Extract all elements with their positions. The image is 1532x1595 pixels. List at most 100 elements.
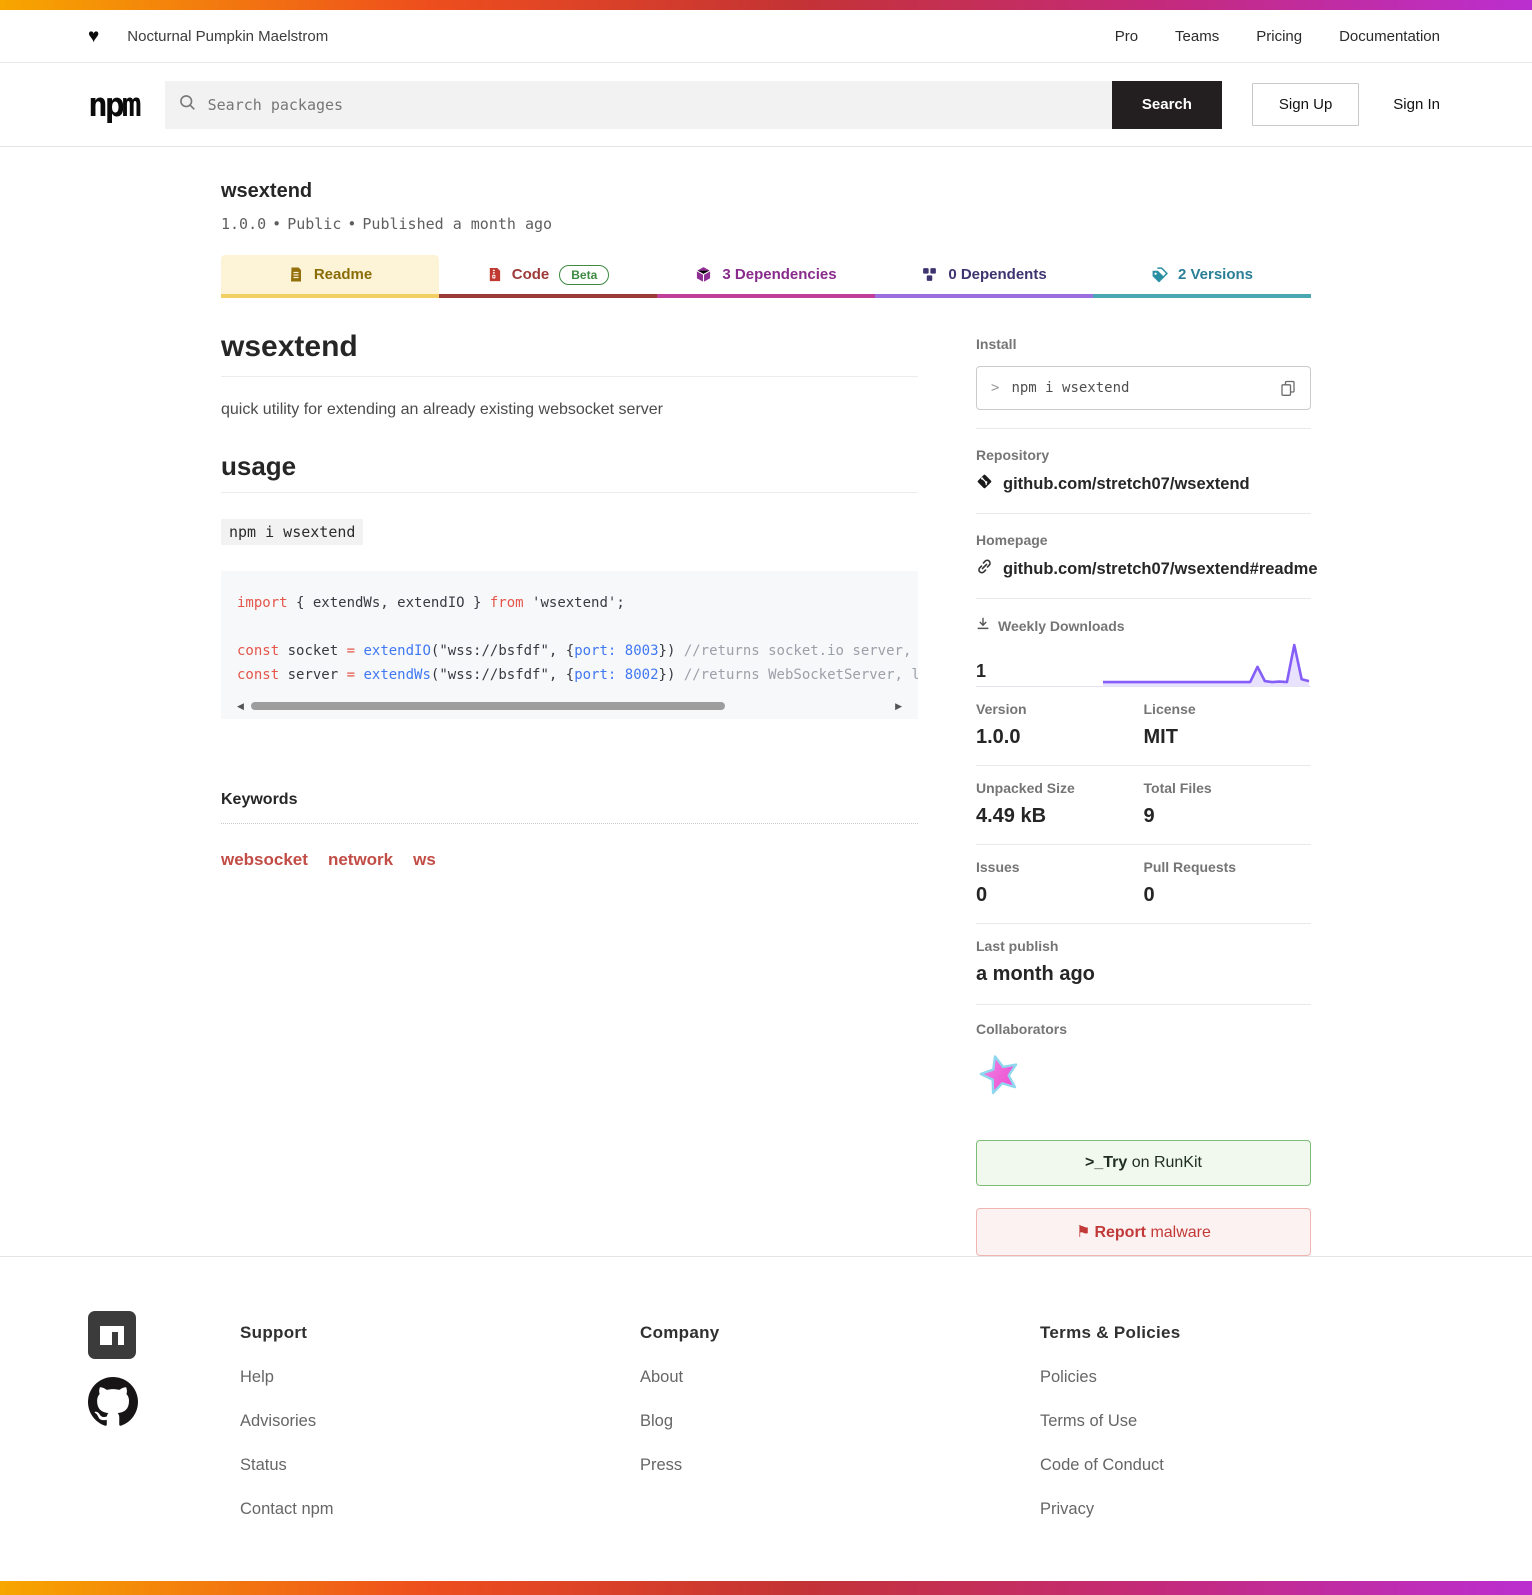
package-header: wsextend 1.0.0 • Public • Published a month … (221, 147, 1311, 233)
code-scrollbar[interactable]: ◀ ▶ (237, 699, 902, 713)
stat-license: License MIT (1143, 701, 1196, 748)
search-button[interactable]: Search (1111, 80, 1222, 129)
footer-link[interactable]: Advisories (240, 1412, 317, 1430)
sidebar: Install > npm i wsextend Repository gith… (976, 322, 1318, 1256)
stat-issues: Issues 0 (976, 859, 1020, 906)
nav-link-teams[interactable]: Teams (1175, 27, 1220, 45)
footer-column: Support Help Advisories Status Contact npm (240, 1311, 640, 1519)
repository-label: Repository (976, 447, 1050, 463)
banner-nav: Pro Teams Pricing Documentation (1115, 28, 1440, 45)
readme-description: quick utility for extending an already e… (221, 401, 663, 418)
code-line: const socket = extendIO("wss://bsfdf", {… (237, 643, 918, 659)
report-malware-button[interactable]: ⚑ Report malware (976, 1208, 1311, 1256)
keywords-list: websocket network ws (221, 850, 918, 870)
install-label: Install (976, 336, 1017, 352)
version-license-row: Version 1.0.0 License MIT (976, 687, 1311, 766)
org-name: Nocturnal Pumpkin Maelstrom (127, 27, 329, 45)
nav-link-pro[interactable]: Pro (1114, 27, 1139, 45)
search-box (164, 80, 1112, 129)
size-files-row: Unpacked Size 4.49 kB Total Files 9 (976, 766, 1311, 845)
readme-file-icon (288, 266, 304, 283)
code-file-icon (487, 266, 502, 283)
homepage-label: Homepage (976, 532, 1048, 548)
last-publish-row: Last publish a month ago (976, 924, 1311, 1005)
downloads-sparkline (1103, 643, 1310, 686)
package-meta: 1.0.0 • Public • Published a month ago (221, 215, 553, 233)
scrollbar-track[interactable] (249, 702, 890, 710)
package-visibility: Public (287, 215, 342, 233)
copy-button[interactable] (1280, 380, 1296, 396)
code-line: const server = extendWs("wss://bsfdf", {… (237, 667, 918, 683)
weekly-downloads-label: Weekly Downloads (976, 617, 1311, 634)
package-title: wsextend (221, 180, 313, 202)
try-on-runkit-button[interactable]: >_Try on RunKit (976, 1140, 1311, 1186)
flag-icon: ⚑ (1076, 1224, 1091, 1241)
footer-logos (88, 1311, 240, 1519)
footer-link[interactable]: Policies (1040, 1368, 1097, 1386)
package-published: Published a month ago (362, 215, 553, 233)
sign-in-link[interactable]: Sign In (1393, 96, 1440, 113)
git-icon (976, 473, 993, 495)
footer-link[interactable]: Privacy (1040, 1500, 1095, 1518)
keyword-link[interactable]: network (327, 850, 394, 869)
cube-icon (695, 266, 712, 283)
scroll-left-icon[interactable]: ◀ (237, 700, 244, 711)
search-input[interactable] (207, 95, 1098, 114)
bottom-gradient-bar (0, 1581, 1532, 1595)
nav-link-documentation[interactable]: Documentation (1339, 27, 1440, 45)
stat-pull-requests: Pull Requests 0 (1143, 859, 1237, 906)
sign-up-button[interactable]: Sign Up (1251, 83, 1360, 126)
npm-logo[interactable]: npm (88, 85, 142, 124)
scroll-right-icon[interactable]: ▶ (895, 700, 902, 711)
readme-title: wsextend (221, 330, 918, 377)
collaborator-avatar[interactable] (976, 1051, 1024, 1104)
code-block: import { extendWs, extendIO } from 'wsex… (221, 571, 918, 719)
page-footer: Support Help Advisories Status Contact npm Co… (0, 1256, 1532, 1581)
repository-link[interactable]: github.com/stretch07/wsextend (976, 473, 1311, 495)
collaborators-section: Collaborators (976, 1005, 1311, 1110)
github-logo[interactable] (88, 1377, 240, 1427)
keywords-section: Keywords websocket network ws (221, 791, 918, 870)
npm-footer-logo[interactable] (88, 1311, 240, 1359)
code-line: import { extendWs, extendIO } from 'wsex… (237, 595, 625, 611)
install-command-box[interactable]: > npm i wsextend (976, 366, 1311, 410)
footer-link[interactable]: Press (640, 1456, 683, 1474)
footer-link[interactable]: About (640, 1368, 684, 1386)
stat-total-files: Total Files 9 (1143, 780, 1212, 827)
org-banner: ♥ Nocturnal Pumpkin Maelstrom Pro Teams … (0, 10, 1532, 63)
tab-versions[interactable]: 2 Versions (1093, 255, 1311, 298)
footer-column-heading: Company (640, 1323, 720, 1342)
stat-version: Version 1.0.0 (976, 701, 1027, 748)
prompt-icon: > (991, 380, 1000, 396)
footer-link[interactable]: Help (240, 1368, 274, 1386)
footer-link[interactable]: Status (240, 1456, 287, 1474)
tab-readme[interactable]: Readme (221, 255, 439, 298)
scrollbar-thumb[interactable] (250, 702, 726, 710)
package-version: 1.0.0 (221, 215, 267, 233)
footer-column-heading: Support (240, 1323, 308, 1342)
search-icon (179, 94, 196, 116)
link-icon (976, 558, 993, 580)
tab-label: 3 Dependencies (722, 266, 837, 283)
tab-code[interactable]: Code Beta (439, 255, 657, 298)
footer-link[interactable]: Code of Conduct (1040, 1456, 1164, 1474)
tab-dependencies[interactable]: 3 Dependencies (657, 255, 875, 298)
tab-dependents[interactable]: 0 Dependents (875, 255, 1093, 298)
install-snippet: npm i wsextend (221, 519, 364, 545)
readme-content: wsextend quick utility for extending an … (221, 322, 918, 1256)
footer-link[interactable]: Contact npm (240, 1500, 334, 1518)
tab-label: 2 Versions (1177, 266, 1254, 283)
nav-link-pricing[interactable]: Pricing (1256, 27, 1303, 45)
footer-column: Company About Blog Press (640, 1311, 1040, 1519)
footer-link[interactable]: Blog (640, 1412, 674, 1430)
keyword-link[interactable]: ws (413, 850, 436, 869)
beta-badge: Beta (559, 264, 610, 285)
footer-column-heading: Terms & Policies (1040, 1323, 1181, 1342)
homepage-link[interactable]: github.com/stretch07/wsextend#readme (976, 558, 1318, 580)
footer-link[interactable]: Terms of Use (1040, 1412, 1138, 1430)
tab-label: Readme (313, 266, 373, 283)
keywords-heading: Keywords (221, 791, 918, 824)
keyword-link[interactable]: websocket (221, 850, 308, 869)
code-block-lines: import { extendWs, extendIO } from 'wsex… (237, 591, 918, 687)
weekly-downloads-row: 1 (976, 642, 1311, 687)
